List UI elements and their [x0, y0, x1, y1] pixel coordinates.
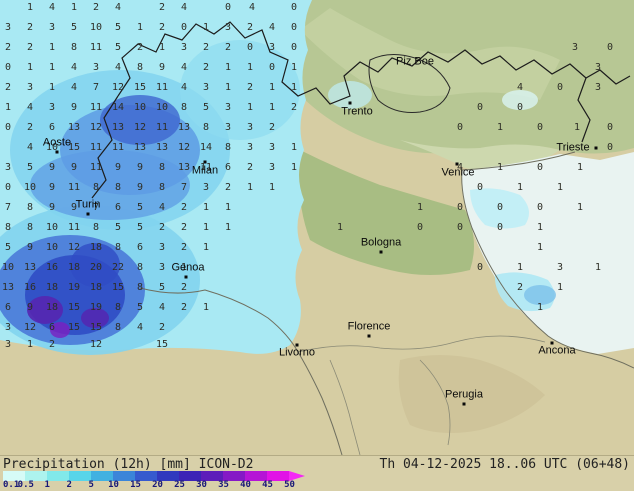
legend-tick: 15	[130, 481, 141, 490]
city-label: Milan	[192, 166, 218, 177]
city-label: Turin	[76, 200, 101, 211]
city-dot	[204, 161, 207, 164]
city-dot	[463, 403, 466, 406]
legend-tick: 30	[196, 481, 207, 490]
legend-tick: 10	[108, 481, 119, 490]
city-layer: Piz Boe Trento Aoste Milan Venice Trieste Turi…	[0, 0, 634, 455]
city-dot	[380, 251, 383, 254]
city-label: Livorno	[279, 348, 315, 359]
city-dot	[185, 276, 188, 279]
city-label: Florence	[348, 322, 391, 333]
city-label: Genoa	[171, 263, 204, 274]
legend-tick: 50	[284, 481, 295, 490]
footer-bar: Precipitation (12h) [mm] ICON-D2 Th 04-1…	[0, 455, 634, 491]
legend-tick: 35	[218, 481, 229, 490]
legend-tick: 45	[262, 481, 273, 490]
city-label: Aoste	[43, 138, 71, 149]
city-dot	[296, 344, 299, 347]
legend-tick: 0.5	[18, 481, 34, 490]
city-dot	[56, 151, 59, 154]
city-dot	[349, 102, 352, 105]
legend-tick: 2	[67, 481, 72, 490]
legend-tick: 1	[45, 481, 50, 490]
city-dot	[551, 342, 554, 345]
city-label: Perugia	[445, 390, 483, 401]
legend-tick: 25	[174, 481, 185, 490]
city-dot	[368, 335, 371, 338]
city-label: Trieste	[556, 143, 589, 154]
city-label: Bologna	[361, 238, 401, 249]
legend-tick: 20	[152, 481, 163, 490]
city-dot	[595, 147, 598, 150]
city-label: Ancona	[538, 346, 575, 357]
city-label: Venice	[441, 168, 474, 179]
legend-tick: 5	[89, 481, 94, 490]
valid-time-label: Th 04-12-2025 18..06 UTC (06+48)	[380, 458, 630, 472]
city-label: Piz Boe	[396, 57, 434, 68]
city-label: Trento	[341, 107, 372, 118]
legend-tick: 40	[240, 481, 251, 490]
city-dot	[87, 213, 90, 216]
city-dot	[456, 163, 459, 166]
